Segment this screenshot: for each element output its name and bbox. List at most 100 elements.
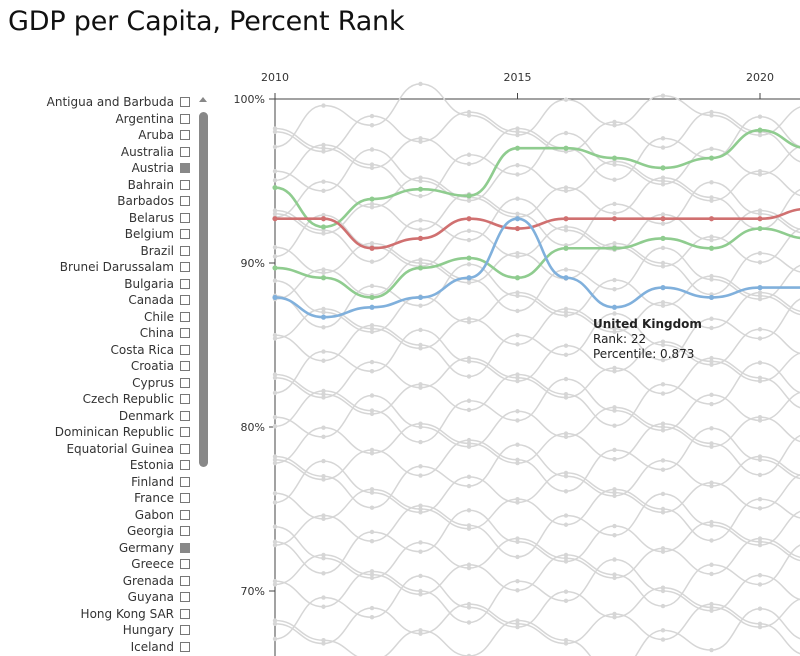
- country-checkbox[interactable]: [180, 278, 190, 289]
- country-checkbox[interactable]: [180, 262, 190, 272]
- country-list-item[interactable]: China: [140, 325, 190, 341]
- series-point[interactable]: [611, 245, 618, 251]
- country-list-item[interactable]: Belarus: [129, 210, 190, 226]
- country-list-item[interactable]: Brunei Darussalam: [60, 259, 190, 275]
- country-checkbox[interactable]: [180, 592, 190, 602]
- series-line[interactable]: [274, 227, 800, 299]
- country-list-item[interactable]: Finland: [131, 474, 190, 490]
- country-checkbox[interactable]: [180, 311, 190, 322]
- series-point[interactable]: [320, 314, 327, 320]
- country-checkbox[interactable]: [180, 179, 190, 190]
- country-list-item[interactable]: Belgium: [125, 226, 190, 242]
- series-point[interactable]: [272, 184, 278, 191]
- series-line[interactable]: [275, 208, 800, 250]
- country-checkbox[interactable]: [180, 328, 190, 338]
- country-list-item[interactable]: Hungary: [123, 622, 190, 638]
- series-point[interactable]: [563, 145, 569, 151]
- country-checkbox[interactable]: [180, 113, 190, 124]
- series-point[interactable]: [320, 216, 327, 222]
- country-list-item[interactable]: Estonia: [130, 457, 190, 473]
- country-checkbox[interactable]: [180, 196, 190, 206]
- country-list-item[interactable]: Chile: [144, 309, 190, 325]
- series-point[interactable]: [611, 216, 618, 222]
- country-list-item[interactable]: Germany: [119, 540, 190, 556]
- country-checkbox[interactable]: [180, 410, 190, 421]
- country-checkbox[interactable]: [180, 575, 190, 586]
- country-checkbox[interactable]: [180, 427, 190, 437]
- series-point[interactable]: [611, 304, 618, 310]
- series-point[interactable]: [660, 165, 666, 171]
- country-checkbox[interactable]: [180, 295, 190, 305]
- series-point[interactable]: [514, 145, 521, 151]
- country-list-item[interactable]: Australia: [121, 144, 190, 160]
- country-checkbox[interactable]: [180, 130, 190, 140]
- country-list-item[interactable]: Czech Republic: [83, 391, 190, 407]
- series-point[interactable]: [660, 235, 666, 241]
- series-point[interactable]: [417, 294, 424, 301]
- series-point[interactable]: [660, 216, 666, 222]
- series-point[interactable]: [417, 265, 424, 271]
- country-list-item[interactable]: France: [134, 490, 190, 506]
- country-checkbox[interactable]: [180, 344, 190, 355]
- series-belgium[interactable]: [272, 206, 800, 251]
- series-point[interactable]: [514, 225, 521, 232]
- country-checkbox[interactable]: [180, 394, 190, 404]
- series-point[interactable]: [369, 245, 375, 251]
- country-checkbox[interactable]: [180, 229, 190, 239]
- country-list-item[interactable]: Cyprus: [132, 375, 190, 391]
- series-point[interactable]: [757, 127, 763, 133]
- country-list-item[interactable]: Austria: [132, 160, 190, 176]
- series-point[interactable]: [563, 245, 569, 251]
- country-list-item[interactable]: Greece: [131, 556, 190, 572]
- series-point[interactable]: [369, 294, 375, 301]
- series-united-kingdom[interactable]: [272, 216, 800, 320]
- country-checkbox[interactable]: [180, 212, 190, 223]
- series-austria[interactable]: [272, 127, 800, 230]
- country-list-item[interactable]: Georgia: [127, 523, 190, 539]
- country-checkbox[interactable]: [180, 493, 190, 503]
- country-list-item[interactable]: Denmark: [119, 408, 190, 424]
- country-checkbox[interactable]: [180, 542, 190, 553]
- series-point[interactable]: [757, 225, 763, 232]
- series-point[interactable]: [563, 275, 569, 281]
- country-checkbox[interactable]: [180, 97, 190, 107]
- country-list-item[interactable]: Grenada: [123, 573, 190, 589]
- series-point[interactable]: [514, 275, 521, 281]
- country-list-item[interactable]: Aruba: [138, 127, 190, 143]
- series-point[interactable]: [272, 294, 278, 301]
- series-germany[interactable]: [272, 225, 800, 301]
- country-list-item[interactable]: Antigua and Barbuda: [47, 94, 190, 110]
- country-list-item[interactable]: Guyana: [128, 589, 190, 605]
- series-point[interactable]: [708, 155, 715, 161]
- series-point[interactable]: [466, 255, 472, 261]
- series-point[interactable]: [757, 285, 763, 291]
- country-checkbox[interactable]: [180, 460, 190, 470]
- series-point[interactable]: [514, 216, 521, 222]
- country-checkbox[interactable]: [180, 476, 190, 487]
- series-point[interactable]: [466, 193, 472, 199]
- country-checkbox[interactable]: [180, 509, 190, 520]
- series-point[interactable]: [708, 216, 715, 222]
- country-checkbox[interactable]: [180, 559, 190, 569]
- country-checkbox[interactable]: [180, 146, 190, 157]
- series-point[interactable]: [660, 285, 666, 291]
- series-point[interactable]: [417, 235, 424, 241]
- country-list-item[interactable]: Brazil: [141, 243, 190, 259]
- country-list-item[interactable]: Iceland: [131, 639, 190, 655]
- series-point[interactable]: [320, 275, 327, 281]
- country-list-item[interactable]: Argentina: [115, 111, 190, 127]
- series-point[interactable]: [611, 155, 618, 161]
- country-checkbox[interactable]: [180, 625, 190, 635]
- country-list-item[interactable]: Bulgaria: [124, 276, 190, 292]
- country-checkbox[interactable]: [180, 641, 190, 652]
- country-checkbox[interactable]: [180, 361, 190, 371]
- series-point[interactable]: [369, 304, 375, 310]
- country-checkbox[interactable]: [180, 526, 190, 536]
- country-list-item[interactable]: Barbados: [117, 193, 190, 209]
- country-checkbox[interactable]: [180, 377, 190, 388]
- country-list-item[interactable]: Bahrain: [128, 177, 190, 193]
- country-list-item[interactable]: Gabon: [135, 507, 190, 523]
- series-point[interactable]: [708, 245, 715, 251]
- country-checkbox[interactable]: [180, 443, 190, 454]
- series-line[interactable]: [274, 128, 800, 229]
